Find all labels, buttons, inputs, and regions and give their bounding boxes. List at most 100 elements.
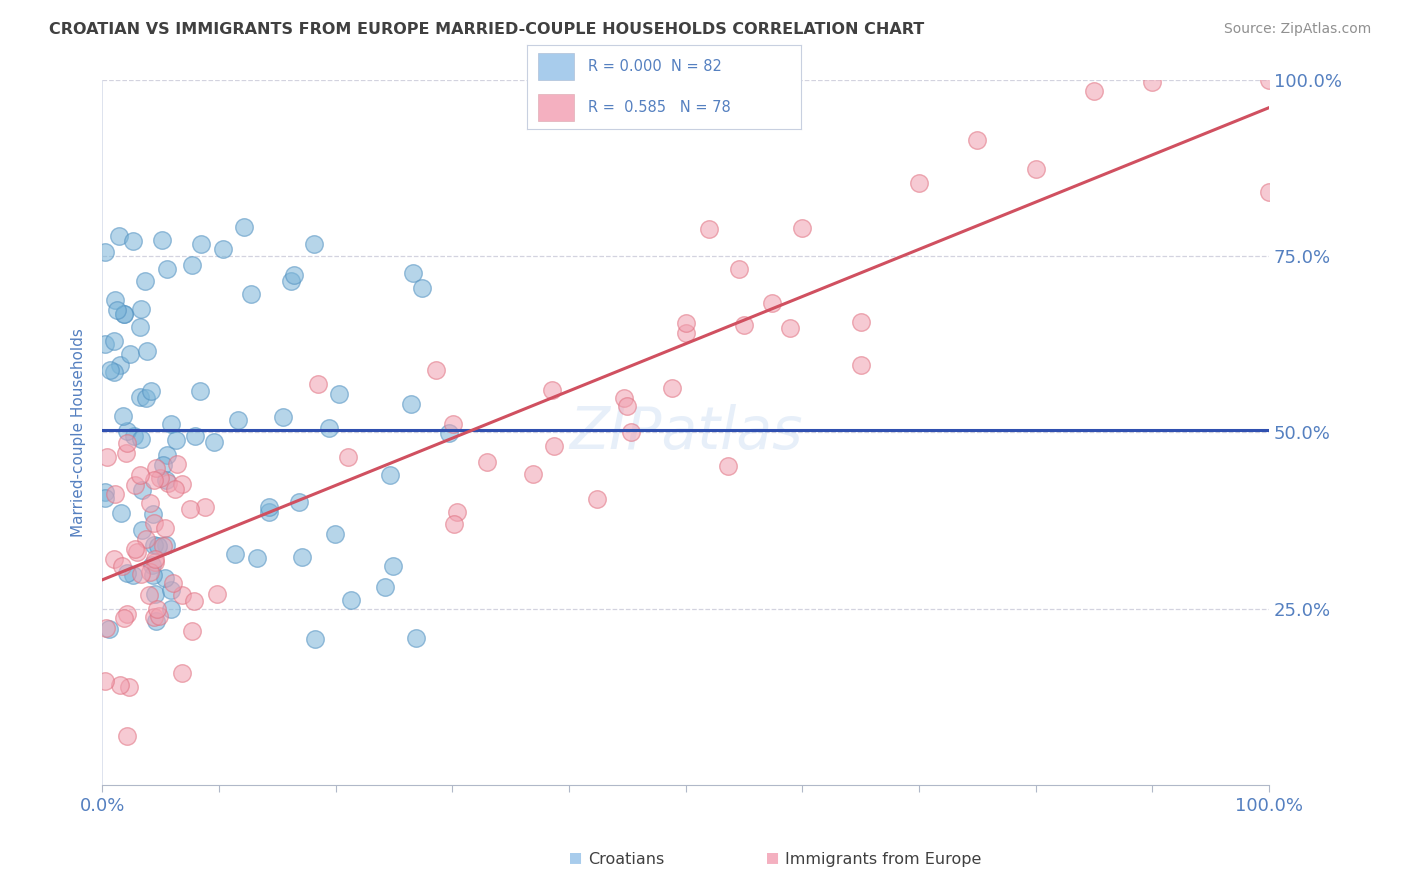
Point [129,301,152,316]
Point [139,496,162,510]
Point [114,445,136,459]
Point [179,501,201,516]
Point [97,622,120,636]
Point [131,524,153,538]
Point [93,674,115,689]
Point [110,506,132,520]
Point [381,558,404,573]
Point [728,262,751,277]
Point [761,296,783,310]
Point [675,326,697,340]
Point [443,516,465,531]
Point [233,220,256,235]
Point [661,381,683,395]
Point [543,439,565,453]
Point [115,566,138,581]
Point [170,477,193,491]
Point [697,222,720,236]
Point [117,729,139,743]
Point [142,568,165,582]
Point [616,399,638,413]
Point [159,582,181,597]
Point [194,500,217,514]
Point [124,477,146,491]
Point [374,580,396,594]
Point [1258,73,1281,87]
Point [155,571,177,585]
Point [475,455,498,469]
Point [280,275,302,289]
Point [439,425,461,440]
Point [112,307,135,321]
Point [155,538,177,552]
Point [142,507,165,521]
Point [96,620,118,634]
Point [93,491,115,505]
Point [337,450,360,464]
Point [156,262,179,277]
Point [129,566,152,581]
Point [143,552,166,566]
Point [162,576,184,591]
Point [156,448,179,462]
Point [323,527,346,541]
Point [849,315,872,329]
Point [399,397,422,411]
Point [148,609,170,624]
Point [849,358,872,372]
Point [104,487,127,501]
Text: R =  0.585   N = 78: R = 0.585 N = 78 [588,100,730,115]
Point [184,429,207,443]
Point [112,409,135,423]
Point [122,429,145,443]
Point [522,467,544,482]
Point [139,384,162,398]
Point [143,516,166,530]
Point [405,631,427,645]
Text: Source: ZipAtlas.com: Source: ZipAtlas.com [1223,22,1371,37]
Point [105,302,128,317]
Point [145,614,167,628]
Point [257,500,280,514]
Point [136,343,159,358]
Point [117,681,139,695]
Point [146,539,169,553]
Point [141,558,163,572]
Point [190,384,212,398]
Text: ▪: ▪ [568,847,583,867]
Point [138,588,160,602]
Point [613,391,636,405]
Y-axis label: Married-couple Households: Married-couple Households [72,328,86,537]
Point [103,334,125,348]
Point [288,495,311,509]
Point [779,320,801,334]
Point [110,358,132,372]
Point [207,587,229,601]
Point [115,425,138,439]
Point [181,258,204,272]
Point [139,565,162,579]
Point [378,468,401,483]
Point [541,384,564,398]
Point [143,473,166,487]
Point [318,421,340,435]
Point [129,320,152,334]
Point [259,505,281,519]
Point [114,306,136,320]
Point [402,266,425,280]
Point [411,281,433,295]
Point [135,532,157,546]
Point [108,678,131,692]
Point [302,237,325,252]
Text: ▪: ▪ [765,847,780,867]
Point [339,592,361,607]
Point [127,545,149,559]
Point [1025,162,1047,177]
Point [226,413,249,427]
Point [165,482,187,496]
Point [115,435,138,450]
Point [328,387,350,401]
Point [129,433,152,447]
Point [145,602,167,616]
Point [93,244,115,259]
